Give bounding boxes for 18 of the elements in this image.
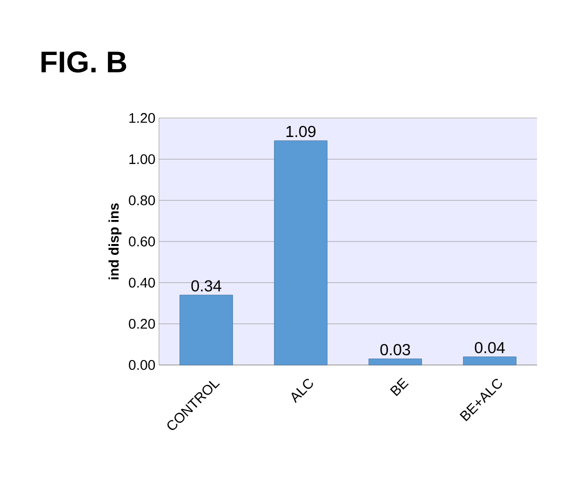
data-label: 1.09 bbox=[286, 126, 316, 138]
bar bbox=[368, 358, 422, 366]
bar bbox=[463, 356, 516, 366]
y-axis-title: ind disp ins bbox=[108, 203, 122, 280]
y-tick-label: 0.00 bbox=[128, 360, 155, 370]
y-tick-label: 0.20 bbox=[128, 318, 155, 329]
y-tick-label: 0.40 bbox=[128, 278, 155, 288]
bar bbox=[180, 294, 233, 366]
chart-title: FIG. B bbox=[42, 51, 126, 73]
data-label: 0.34 bbox=[191, 280, 222, 292]
data-label: 0.04 bbox=[474, 342, 505, 354]
y-tick-label: 0.80 bbox=[128, 195, 155, 206]
y-tick-label: 1.20 bbox=[129, 113, 155, 123]
bar bbox=[274, 140, 328, 366]
y-tick-label: 1.00 bbox=[129, 154, 155, 164]
y-tick-label: 0.60 bbox=[128, 236, 155, 246]
data-label: 0.03 bbox=[380, 344, 410, 356]
x-tick-label: BE bbox=[390, 378, 409, 396]
